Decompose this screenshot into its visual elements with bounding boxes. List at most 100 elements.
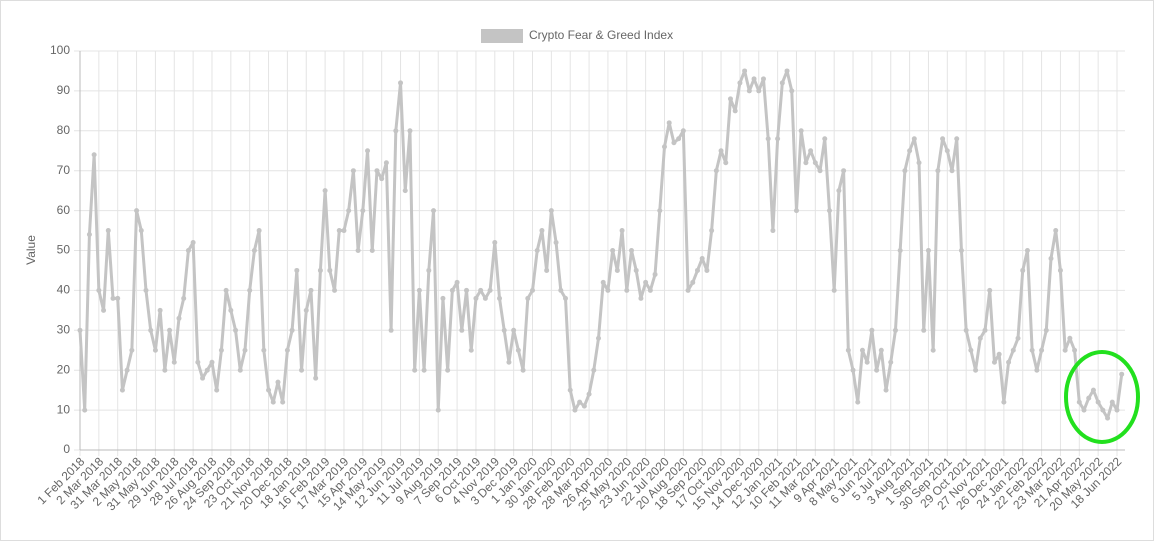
point [935,168,941,174]
point [1081,407,1087,413]
y-tick-label: 20 [57,362,71,376]
point [845,347,851,353]
point [134,208,140,214]
point [1057,267,1063,273]
point [991,359,997,365]
point [464,287,470,293]
point [1020,267,1026,273]
point [1015,335,1021,341]
point [836,188,842,194]
point [855,399,861,405]
point [577,399,583,405]
point [530,287,536,293]
point [624,287,630,293]
point [200,375,206,381]
point [746,88,752,94]
point [572,407,578,413]
plot [77,68,1125,421]
point [643,279,649,285]
point [652,271,658,277]
point [1095,399,1101,405]
point [605,287,611,293]
point [610,248,616,253]
point [765,136,771,142]
point [878,347,884,353]
point [760,76,766,82]
point [303,307,309,313]
point [176,315,182,321]
point [756,88,762,94]
point [690,279,696,285]
point [996,351,1002,357]
point [614,267,620,273]
point [350,168,356,174]
point [638,295,644,301]
point [822,136,828,142]
series-line [78,69,1124,420]
point [694,267,700,273]
point [426,267,432,273]
point [96,287,102,293]
point [501,327,507,333]
point [181,295,187,301]
point [266,387,272,393]
point [459,327,465,333]
y-tick-label: 10 [57,402,71,416]
point [233,327,239,333]
point [388,327,394,333]
legend-label: Crypto Fear & Greed Index [529,28,673,42]
point [482,295,488,301]
point [751,76,757,82]
point [440,295,446,301]
y-tick-label: 0 [63,442,70,456]
point [473,295,479,301]
point [817,168,823,174]
point [492,240,498,246]
point [864,359,870,365]
point [628,248,634,253]
point [1024,248,1030,253]
y-tick-label: 30 [57,322,71,336]
point [596,335,601,341]
y-tick-label: 40 [57,283,71,297]
point [680,128,686,134]
point [793,208,799,214]
point [148,327,154,333]
point [661,144,667,150]
y-tick-label: 80 [57,123,71,137]
point [1119,371,1125,377]
point [581,403,587,409]
point [119,387,125,393]
point [355,248,361,253]
point [242,347,248,353]
point [1072,347,1078,353]
point [101,307,107,313]
point [313,375,319,381]
point [369,248,375,253]
point [713,168,719,174]
point [647,287,653,293]
point [727,96,733,102]
point [732,108,738,114]
point [784,68,790,74]
point [666,120,672,126]
point [940,136,946,142]
point [685,287,691,293]
point [1067,335,1073,341]
point [789,88,795,94]
point [308,287,314,293]
point [209,359,215,365]
point [657,208,663,214]
point [322,188,328,194]
point [327,267,333,273]
point [360,208,366,214]
point [553,240,559,246]
point [1029,347,1035,353]
point [1039,347,1045,353]
point [275,379,281,385]
point [195,359,201,365]
point [671,140,677,146]
point [539,228,545,234]
